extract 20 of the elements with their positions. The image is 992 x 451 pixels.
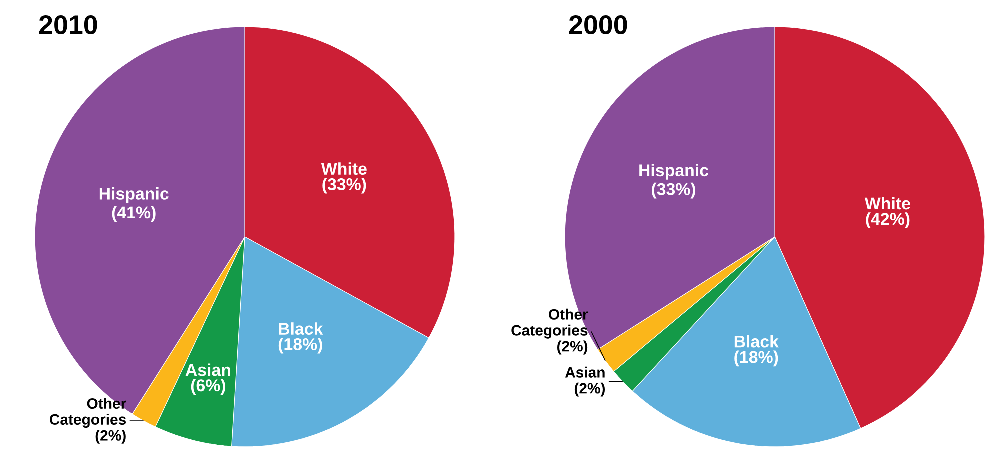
chart-title: 2000 <box>569 15 628 35</box>
slice-label: White <box>864 197 910 210</box>
data-label: (18%) <box>278 338 322 354</box>
data-label: (2%) <box>558 340 588 355</box>
slice-label: Black <box>279 322 324 336</box>
data-label: (6%) <box>191 379 226 395</box>
chart-title: 2010 <box>39 15 98 35</box>
slice-label: Asian <box>565 366 605 378</box>
slice-label: Hispanic <box>100 187 169 204</box>
data-label: (2%) <box>96 430 126 444</box>
data-label: (2%) <box>574 382 605 397</box>
slice-label: Black <box>734 335 779 348</box>
data-label: (42%) <box>866 212 910 228</box>
slice-label: Asian <box>186 364 230 376</box>
slice-label: Hispanic <box>640 164 709 180</box>
data-label: (41%) <box>112 206 156 222</box>
data-label: (18%) <box>734 350 778 367</box>
slice-label: White <box>321 162 367 176</box>
data-label: (33%) <box>652 182 696 199</box>
data-label: (33%) <box>322 178 366 194</box>
